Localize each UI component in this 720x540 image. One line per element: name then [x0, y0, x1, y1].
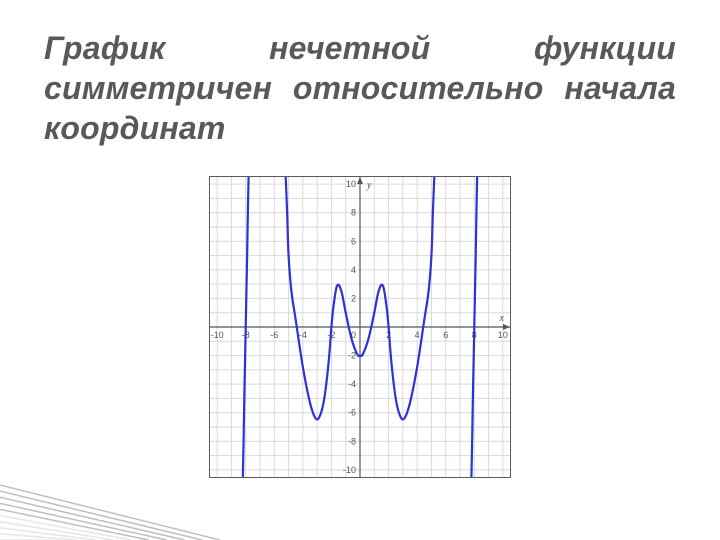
svg-text:10: 10 [346, 179, 356, 189]
svg-text:-10: -10 [211, 330, 224, 340]
svg-text:-6: -6 [270, 330, 278, 340]
svg-text:-10: -10 [343, 465, 356, 475]
svg-text:-6: -6 [348, 408, 356, 418]
slide-title: График нечетной функции симметричен отно… [44, 28, 676, 148]
svg-text:y: y [366, 180, 372, 191]
svg-text:8: 8 [351, 208, 356, 218]
svg-text:6: 6 [351, 236, 356, 246]
svg-text:x: x [499, 313, 505, 324]
chart-container: -10-8-6-4-2246810-10-8-6-4-22468100xy [209, 176, 511, 478]
svg-text:6: 6 [443, 330, 448, 340]
function-chart: -10-8-6-4-2246810-10-8-6-4-22468100xy [210, 177, 510, 477]
svg-text:-8: -8 [348, 436, 356, 446]
svg-text:-4: -4 [348, 379, 356, 389]
svg-text:10: 10 [498, 330, 508, 340]
svg-text:4: 4 [415, 330, 420, 340]
svg-text:-4: -4 [299, 330, 307, 340]
svg-text:2: 2 [351, 293, 356, 303]
svg-text:-2: -2 [348, 351, 356, 361]
corner-decoration [0, 460, 220, 540]
svg-text:4: 4 [351, 265, 356, 275]
